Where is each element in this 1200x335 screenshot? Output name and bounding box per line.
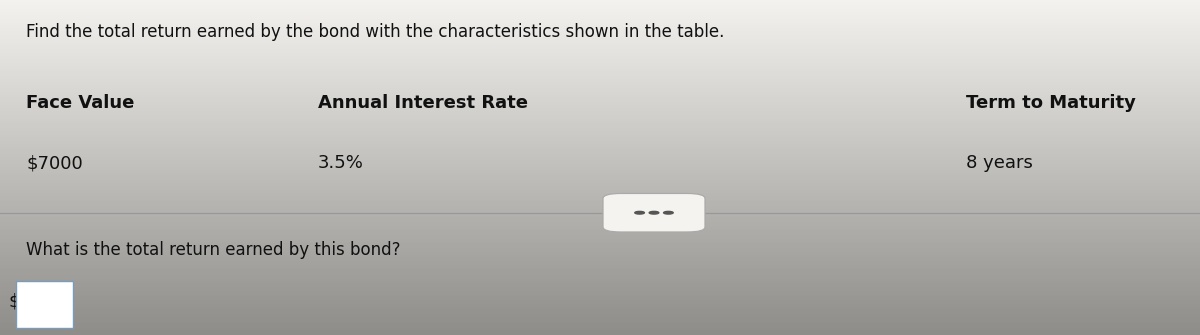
FancyBboxPatch shape bbox=[604, 194, 706, 232]
Text: Term to Maturity: Term to Maturity bbox=[966, 94, 1136, 112]
FancyBboxPatch shape bbox=[16, 281, 73, 328]
Text: $7000: $7000 bbox=[26, 154, 83, 172]
Text: $: $ bbox=[8, 292, 20, 311]
Text: Annual Interest Rate: Annual Interest Rate bbox=[318, 94, 528, 112]
Circle shape bbox=[635, 211, 644, 214]
Text: Find the total return earned by the bond with the characteristics shown in the t: Find the total return earned by the bond… bbox=[26, 23, 725, 42]
Text: 3.5%: 3.5% bbox=[318, 154, 364, 172]
Circle shape bbox=[664, 211, 673, 214]
Text: Face Value: Face Value bbox=[26, 94, 134, 112]
Text: What is the total return earned by this bond?: What is the total return earned by this … bbox=[26, 241, 401, 259]
Circle shape bbox=[649, 211, 659, 214]
Text: 8 years: 8 years bbox=[966, 154, 1033, 172]
